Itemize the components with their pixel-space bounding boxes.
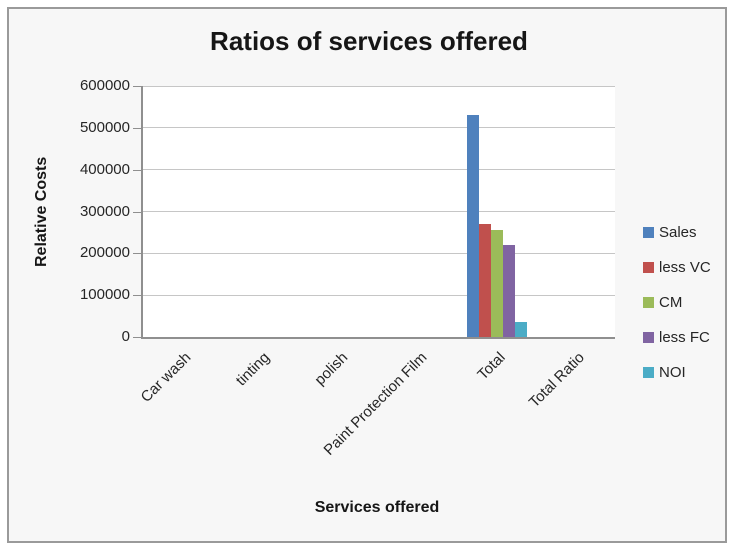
y-tick-mark (133, 169, 141, 171)
x-category-label: Car wash (137, 349, 195, 406)
legend-label: less VC (659, 259, 711, 276)
x-category-label: Total Ratio (525, 349, 588, 412)
legend-item: CM (643, 292, 711, 313)
x-axis-category-labels: Car wash tinting polish Paint Protection Fi… (137, 339, 613, 459)
legend-swatch-cm (643, 297, 654, 308)
gridline (143, 169, 615, 171)
legend-item: less VC (643, 257, 711, 278)
legend-swatch-less-fc (643, 332, 654, 343)
gridline (143, 252, 615, 254)
y-tick-mark (133, 86, 141, 87)
legend-item: less FC (643, 327, 711, 348)
y-tick-label: 600000 (79, 77, 130, 94)
y-axis-title: Relative Costs (33, 156, 50, 267)
gridline (143, 211, 615, 212)
plot-area (141, 86, 615, 339)
legend-swatch-sales (643, 227, 654, 238)
legend-label: CM (659, 294, 683, 311)
legend-label: Sales (659, 224, 697, 241)
bar-noi (515, 322, 527, 337)
y-tick-label: 300000 (79, 202, 130, 220)
legend-label: less FC (659, 329, 710, 346)
y-tick-mark (133, 127, 141, 129)
x-category-label: tinting (232, 349, 274, 390)
legend-item: NOI (643, 362, 711, 383)
legend: Sales less VC CM less FC NOI (643, 222, 711, 397)
legend-swatch-noi (643, 367, 654, 378)
legend-swatch-less-vc (643, 262, 654, 273)
y-tick-label: 400000 (79, 160, 130, 178)
legend-item: Sales (643, 222, 711, 243)
bar-cm (491, 230, 503, 337)
gridline (143, 86, 615, 87)
y-tick-mark (133, 295, 141, 297)
gridline (143, 294, 615, 296)
x-axis-title: Services offered (314, 499, 440, 516)
y-tick-label: 200000 (79, 244, 130, 262)
y-tick-label: 100000 (79, 286, 130, 304)
y-tick-mark (133, 253, 141, 255)
bar-less-vc (479, 224, 491, 337)
x-category-label: Total (474, 349, 510, 384)
legend-label: NOI (659, 364, 686, 381)
gridline (143, 127, 615, 129)
bar-sales (467, 115, 479, 337)
y-tick-mark (133, 337, 141, 338)
y-tick-mark (133, 211, 141, 213)
y-tick-label: 500000 (79, 118, 130, 136)
x-category-label: polish (311, 349, 352, 389)
chart-title: Ratios of services offered (210, 26, 528, 56)
bar-less-fc (503, 245, 515, 337)
y-tick-label: 0 (121, 328, 130, 345)
